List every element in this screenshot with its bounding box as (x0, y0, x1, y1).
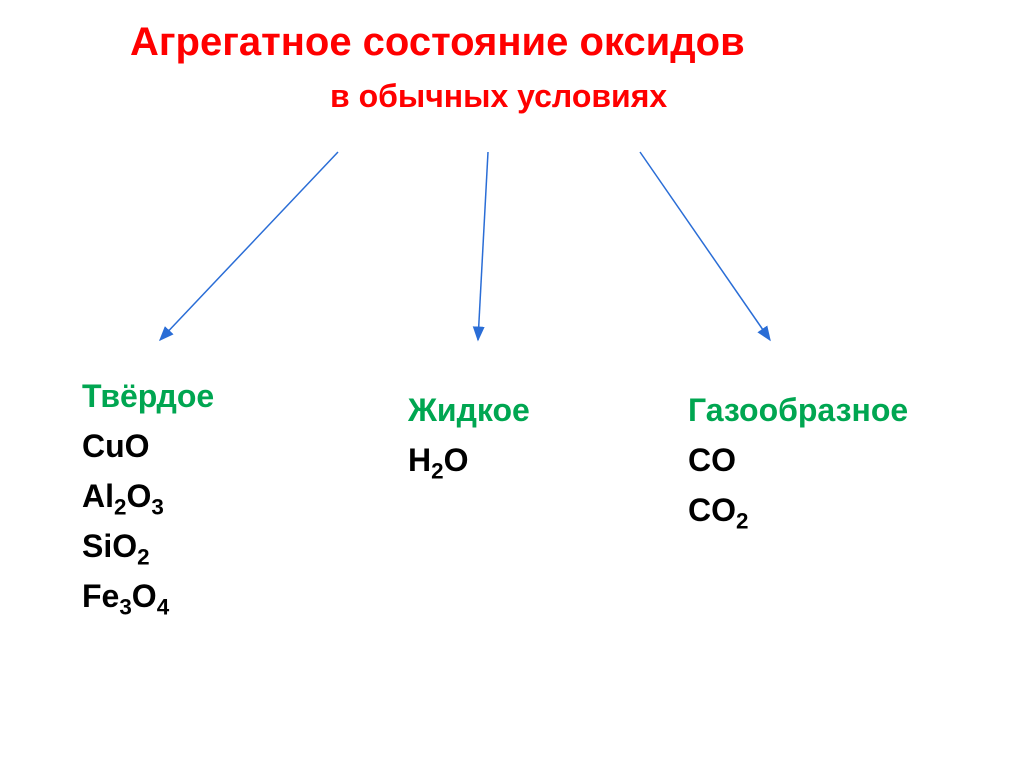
formula-gas-1: CO2 (688, 492, 748, 534)
arrow-1 (478, 152, 488, 340)
arrow-0 (160, 152, 338, 340)
formula-liquid-0: H2O (408, 442, 468, 484)
heading-gas: Газообразное (688, 392, 908, 429)
arrow-2 (640, 152, 770, 340)
heading-liquid: Жидкое (408, 392, 530, 429)
formula-solid-1: Al2O3 (82, 478, 164, 520)
formula-solid-3: Fe3O4 (82, 578, 169, 620)
formula-gas-0: CO (688, 442, 736, 479)
formula-solid-2: SiO2 (82, 528, 150, 570)
formula-solid-0: CuO (82, 428, 150, 465)
heading-solid: Твёрдое (82, 378, 214, 415)
page-title-line1: Агрегатное состояние оксидов (130, 20, 745, 65)
page-title-line2: в обычных условиях (330, 78, 667, 115)
